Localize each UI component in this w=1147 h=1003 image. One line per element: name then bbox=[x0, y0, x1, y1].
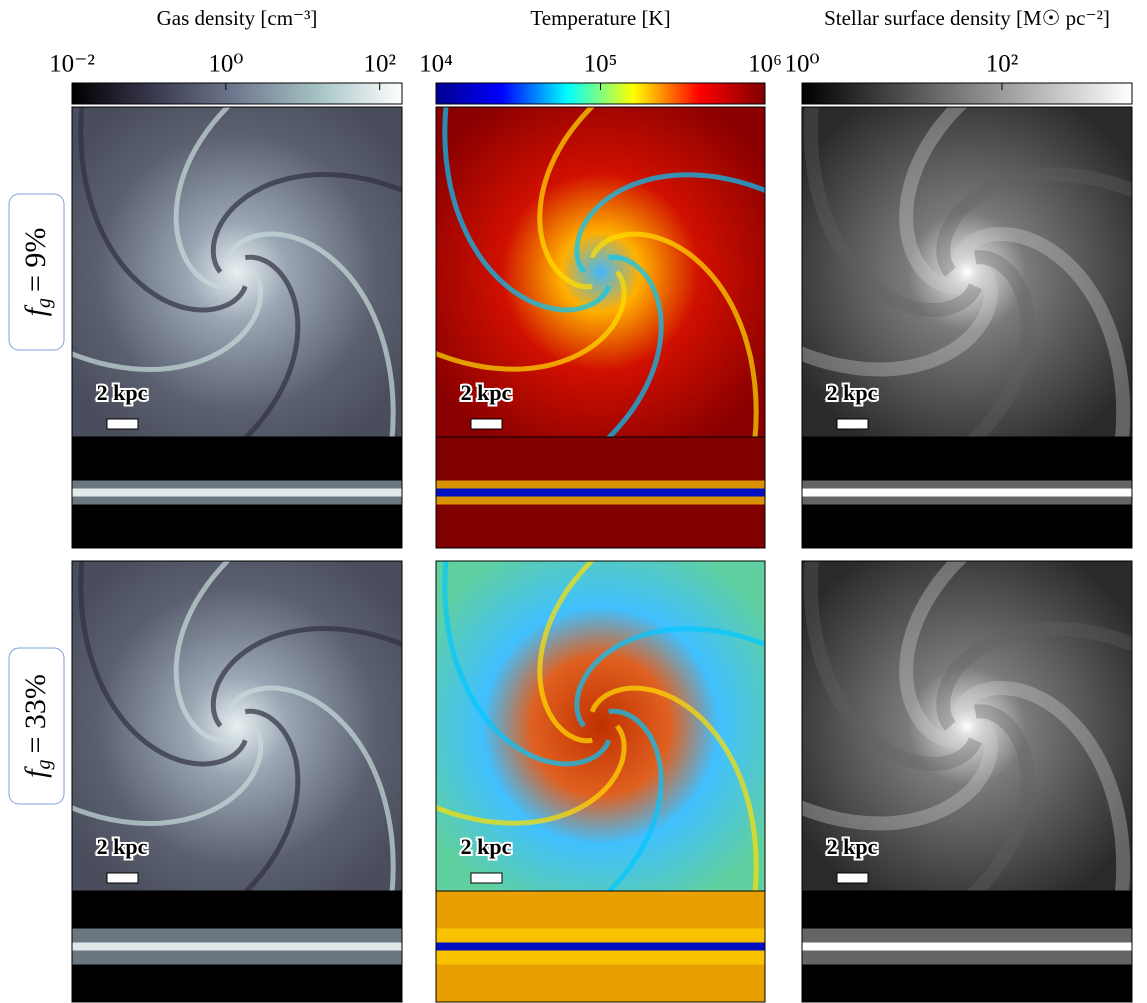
scale-bar-label: 2 kpc bbox=[97, 834, 148, 859]
face-on-map bbox=[802, 107, 1132, 437]
panel-frame bbox=[435, 890, 766, 1003]
spiral-arm bbox=[936, 167, 1132, 277]
spiral-arm bbox=[442, 107, 612, 313]
panel bbox=[436, 107, 765, 548]
spiral-arm bbox=[210, 625, 402, 728]
row-label: fg= 33% bbox=[19, 674, 55, 778]
spiral-arm bbox=[802, 267, 998, 377]
panel bbox=[802, 107, 1132, 548]
spiral-arm bbox=[803, 107, 982, 317]
disk-midplane bbox=[72, 488, 402, 497]
scale-bar-label: 2 kpc bbox=[827, 834, 878, 859]
disk-midplane bbox=[436, 488, 765, 497]
panel-frame bbox=[71, 436, 403, 549]
spiral-arm bbox=[78, 561, 248, 767]
spiral-arm bbox=[574, 626, 765, 728]
spiral-arm bbox=[952, 681, 1131, 992]
spiral-arm bbox=[899, 107, 968, 294]
scale-bar bbox=[836, 872, 869, 884]
spiral-arm bbox=[72, 270, 264, 373]
spiral-arm bbox=[589, 231, 759, 535]
panel-frame bbox=[435, 436, 766, 549]
panel-frame bbox=[71, 890, 403, 1003]
spiral-arm bbox=[574, 172, 765, 274]
spiral-arm bbox=[537, 561, 596, 744]
spiral-arm bbox=[802, 721, 998, 831]
row-label-subscript: g bbox=[33, 760, 55, 770]
panel-frame bbox=[801, 436, 1133, 549]
face-on-map bbox=[802, 561, 1132, 891]
spiral-arm bbox=[78, 107, 248, 313]
row-label-box bbox=[8, 193, 65, 351]
colorbar-tick-label: 10⁰ bbox=[208, 51, 243, 78]
panel bbox=[802, 561, 1132, 1002]
spiral-arm bbox=[589, 685, 759, 989]
scale-bar-label: 2 kpc bbox=[461, 380, 512, 405]
scale-bar-label: 2 kpc bbox=[461, 834, 512, 859]
colorbar bbox=[801, 82, 1133, 105]
spiral-arm bbox=[210, 171, 402, 274]
spiral-arm bbox=[952, 227, 1131, 538]
row-label-box bbox=[8, 647, 65, 805]
spiral-arm bbox=[173, 561, 232, 744]
spiral-arm bbox=[226, 231, 396, 536]
column-title: Stellar surface density [M☉ pc⁻²] bbox=[824, 6, 1110, 30]
spiral-arm bbox=[442, 561, 612, 767]
spiral-arm bbox=[899, 561, 968, 748]
colorbar-tick-label: 10⁴ bbox=[419, 51, 453, 78]
colorbar bbox=[71, 82, 403, 105]
colorbar-tick-label: 10⁵ bbox=[584, 51, 618, 78]
spiral-arm bbox=[436, 270, 627, 372]
spiral-arm bbox=[803, 561, 982, 771]
scale-bar bbox=[470, 872, 503, 884]
panel-frame bbox=[801, 890, 1133, 1003]
scale-bar bbox=[106, 872, 139, 884]
spiral-arm bbox=[72, 724, 264, 827]
scale-bar bbox=[836, 418, 869, 430]
disk-midplane bbox=[802, 942, 1132, 951]
colorbar-tick-label: 10² bbox=[363, 51, 396, 78]
column-title: Gas density [cm⁻³] bbox=[157, 6, 318, 30]
spiral-arm bbox=[436, 724, 627, 826]
disk-midplane bbox=[436, 942, 765, 951]
scale-bar-label: 2 kpc bbox=[827, 380, 878, 405]
colorbar-tick-label: 10⁶ bbox=[748, 51, 782, 78]
row-label-subscript: g bbox=[33, 298, 55, 308]
colorbar-tick-label: 10⁻² bbox=[49, 51, 95, 78]
spiral-arm bbox=[173, 107, 232, 290]
panel bbox=[72, 107, 402, 548]
spiral-arm bbox=[936, 621, 1132, 731]
row-label-text: = 33% bbox=[19, 674, 52, 753]
colorbar-tick-label: 10² bbox=[986, 51, 1019, 78]
spiral-arm bbox=[537, 107, 596, 290]
disk-midplane bbox=[802, 488, 1132, 497]
panel bbox=[436, 561, 765, 1002]
column-title: Temperature [K] bbox=[530, 6, 670, 30]
disk-midplane bbox=[72, 942, 402, 951]
spiral-arm bbox=[226, 685, 396, 990]
row-label-text: = 9% bbox=[19, 228, 52, 292]
scale-bar-label: 2 kpc bbox=[97, 380, 148, 405]
scale-bar bbox=[106, 418, 139, 430]
row-label: fg= 9% bbox=[19, 228, 55, 317]
panel bbox=[72, 561, 402, 1002]
colorbar-tick-label: 10⁰ bbox=[784, 51, 819, 78]
scale-bar bbox=[470, 418, 503, 430]
